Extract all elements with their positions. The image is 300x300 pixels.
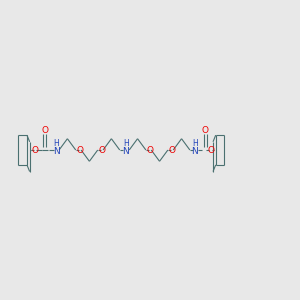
Text: O: O [146, 146, 154, 154]
Text: N: N [53, 147, 60, 156]
Text: O: O [76, 146, 83, 154]
Text: O: O [207, 146, 214, 154]
Text: O: O [98, 146, 105, 154]
Text: N: N [191, 147, 198, 156]
Text: O: O [169, 146, 176, 154]
Text: N: N [122, 147, 129, 156]
Text: H: H [123, 139, 128, 148]
Text: H: H [192, 139, 198, 148]
Text: O: O [32, 146, 39, 154]
Text: H: H [53, 139, 59, 148]
Text: O: O [202, 126, 208, 135]
Text: O: O [41, 126, 48, 135]
